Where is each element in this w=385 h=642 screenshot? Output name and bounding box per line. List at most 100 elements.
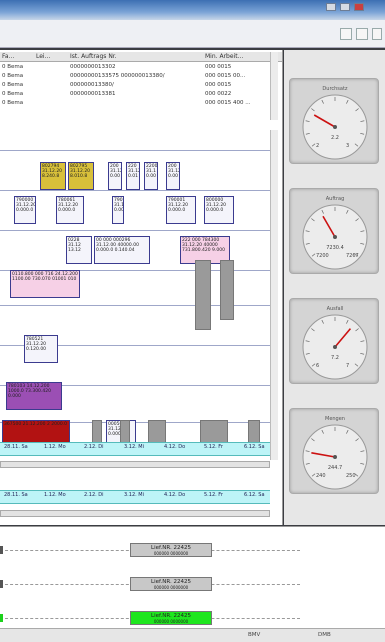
table-cell: 0 Bema xyxy=(2,64,24,70)
delivery-label: Lief.NR. 22425 xyxy=(151,613,191,619)
gantt-lane-line xyxy=(0,385,270,386)
gauge-meter: Durchsatz 2.2 2 3 xyxy=(289,78,379,164)
gantt-chart: 802794 31.12.20 8.240.8 802795 31.12.20 8… xyxy=(0,130,275,520)
table-cell: 000 0015 xyxy=(205,64,232,70)
delivery-bar[interactable]: Lief.NR. 22425 000000 0000000 xyxy=(130,611,212,625)
table-row[interactable]: 0 Bema 000 0015 400 ... xyxy=(0,100,270,108)
table-cell: 000000013380/ xyxy=(70,82,114,88)
gantt-lane-line xyxy=(0,190,270,191)
timeline-day-label: 3.12. Mi xyxy=(124,492,145,498)
gauge-min: 2 xyxy=(316,143,320,149)
gantt-task-bar[interactable]: 790000 31.12.20 0.000.0 xyxy=(14,196,36,224)
gauge-max: 3 xyxy=(346,143,350,149)
table-cell: 0 Bema xyxy=(2,100,24,106)
timeline-day-label: 28.11. Sa xyxy=(4,444,28,450)
column-header[interactable]: Ist. Auftrags Nr. xyxy=(70,53,117,60)
table-cell: 00000000133575 000000013380/ xyxy=(70,73,165,79)
gauge-needle xyxy=(334,328,352,348)
track-marker xyxy=(0,580,3,588)
gauge-value: 2.2 xyxy=(331,135,339,141)
timeline-day-label: 6.12. Sa xyxy=(244,444,265,450)
gantt-lane-line xyxy=(0,230,270,231)
gantt-task-bar[interactable]: 780521 31.12.20 0.120.00 xyxy=(24,335,58,363)
gantt-task-bar[interactable]: 200 31.12 0.00 xyxy=(166,162,180,190)
gauge-value: 244.7 xyxy=(327,465,343,471)
timeline-day-label: 2.12. Di xyxy=(84,444,104,450)
gantt-task-bar[interactable]: 800000 31.12.20 0.000.0 xyxy=(204,196,234,224)
table-row[interactable]: 0 Bema 000000013380/000 0015 xyxy=(0,82,270,90)
gauge-meter: Mengen 244.7 240 250 xyxy=(289,408,379,494)
gantt-task-bar[interactable]: 200 31.12 0.00 xyxy=(108,162,122,190)
delivery-bar[interactable]: Lief.NR. 22425 000000 0000000 xyxy=(130,543,212,557)
gantt-task-bar[interactable]: 780103 14.12.200 1000.0 73.300.420 0.000 xyxy=(6,382,62,410)
table-cell: 000 0015 00... xyxy=(205,73,246,79)
delivery-label: Lief.NR. 22425 xyxy=(151,579,191,585)
table-cell: 000 0015 xyxy=(205,82,232,88)
table-cell: 0 Bema xyxy=(2,91,24,97)
timeline-day-label: 6.12. Sa xyxy=(244,492,265,498)
table-cell: 000 0022 xyxy=(205,91,232,97)
gauge-max: 7 xyxy=(346,363,350,369)
delivery-sublabel: 000000 0000000 xyxy=(153,585,189,590)
gantt-task-bar[interactable]: 222 000 784300 31.12.20 40000 731.800.42… xyxy=(180,236,230,264)
gauge-max: 7267 xyxy=(346,253,359,259)
gauge-panel: Durchsatz 2.2 2 3 Auftrag 7230.4 7200 72… xyxy=(284,50,385,525)
status-bar: BMV DMB xyxy=(0,628,385,642)
toolbar-button-1[interactable] xyxy=(340,28,352,40)
gauge-title: Auftrag xyxy=(325,196,345,202)
close-icon[interactable] xyxy=(354,3,364,11)
gantt-task-bar[interactable]: 780061 31.12.20 0.000.0 xyxy=(56,196,84,224)
timeline-day-label: 1.12. Mo xyxy=(44,492,66,498)
table-row[interactable]: 0 Bema 0000000013302 000 0015 xyxy=(0,64,270,72)
status-field: BMV xyxy=(248,632,261,638)
gantt-lane-line xyxy=(0,270,270,271)
toolbar-button-3[interactable] xyxy=(372,28,382,40)
gantt-task-bar[interactable]: 2200 31.1 0.00 xyxy=(144,162,158,190)
gantt-task-bar[interactable]: 0228 31.12 13.12 xyxy=(66,236,92,264)
timeline-day-label: 28.11. Sa xyxy=(4,492,28,498)
gauge-needle xyxy=(313,114,336,128)
gantt-task-bar[interactable]: 802795 31.12.20 8.010.8 xyxy=(68,162,94,190)
gauge-title: Durchsatz xyxy=(322,86,348,92)
timeline-axis-2: 28.11. Sa 1.12. Mo 2.12. Di 3.12. Mi 4.12. D… xyxy=(0,490,270,504)
gauge-needle xyxy=(322,215,336,238)
grid-scrollbar[interactable] xyxy=(270,52,278,120)
gantt-task-bar[interactable]: 802794 31.12.20 8.240.8 xyxy=(40,162,66,190)
toolbar xyxy=(0,20,385,48)
timeline-day-label: 4.12. Do xyxy=(164,444,186,450)
gauge-meter: Auftrag 7230.4 7200 7267 xyxy=(289,188,379,274)
column-header[interactable]: Lei... xyxy=(36,53,51,60)
table-row[interactable]: 0 Bema 00000000133575 000000013380/000 00… xyxy=(0,73,270,81)
gantt-hscrollbar-2[interactable] xyxy=(0,510,270,517)
planning-panel: Fa... Lei... Ist. Auftrags Nr. Min. Arbe… xyxy=(0,50,283,525)
gauge-title: Mengen xyxy=(325,416,345,422)
gantt-hscrollbar[interactable] xyxy=(0,461,270,468)
gantt-scrollbar[interactable] xyxy=(270,130,278,460)
gauge-title: Ausfall xyxy=(326,306,344,312)
gantt-task-bar[interactable]: 00 000 000296 31.12.00 40000.00 0.000.0 … xyxy=(94,236,150,264)
gauge-meter: Ausfall 7.2 6 7 xyxy=(289,298,379,384)
delivery-bar[interactable]: Lief.NR. 22425 000000 0000000 xyxy=(130,577,212,591)
timeline-day-label: 4.12. Do xyxy=(164,492,186,498)
toolbar-button-2[interactable] xyxy=(356,28,368,40)
table-row[interactable]: 0 Bema 0000000013381 000 0022 xyxy=(0,91,270,99)
maximize-icon[interactable] xyxy=(340,3,350,11)
column-header[interactable]: Fa... xyxy=(2,53,15,60)
gantt-lane-line xyxy=(0,345,270,346)
timeline-day-label: 5.12. Fr xyxy=(204,492,223,498)
gantt-task-bar[interactable]: 790 31.12 0.00 xyxy=(112,196,124,224)
table-cell: 0000000013302 xyxy=(70,64,116,70)
gantt-task-bar[interactable]: 0110.800 000 716 24.12.200 1100.00 730.0… xyxy=(10,270,80,298)
column-header[interactable]: Min. Arbeit... xyxy=(205,53,244,60)
table-cell: 0 Bema xyxy=(2,82,24,88)
gauge-needle xyxy=(311,452,336,458)
status-field: DMB xyxy=(318,632,331,638)
minimize-icon[interactable] xyxy=(326,3,336,11)
timeline-axis: 28.11. Sa 1.12. Mo 2.12. Di 3.12. Mi 4.12. D… xyxy=(0,442,270,456)
gauge-max: 250 xyxy=(346,473,356,479)
gantt-task-bar[interactable]: 790001 31.12.20 0.000.0 xyxy=(166,196,196,224)
gauge-dial xyxy=(302,204,368,270)
table-cell: 0 Bema xyxy=(2,73,24,79)
gauge-min: 7200 xyxy=(316,253,329,259)
gantt-task-bar[interactable]: 220 31.12 0.01 xyxy=(126,162,140,190)
